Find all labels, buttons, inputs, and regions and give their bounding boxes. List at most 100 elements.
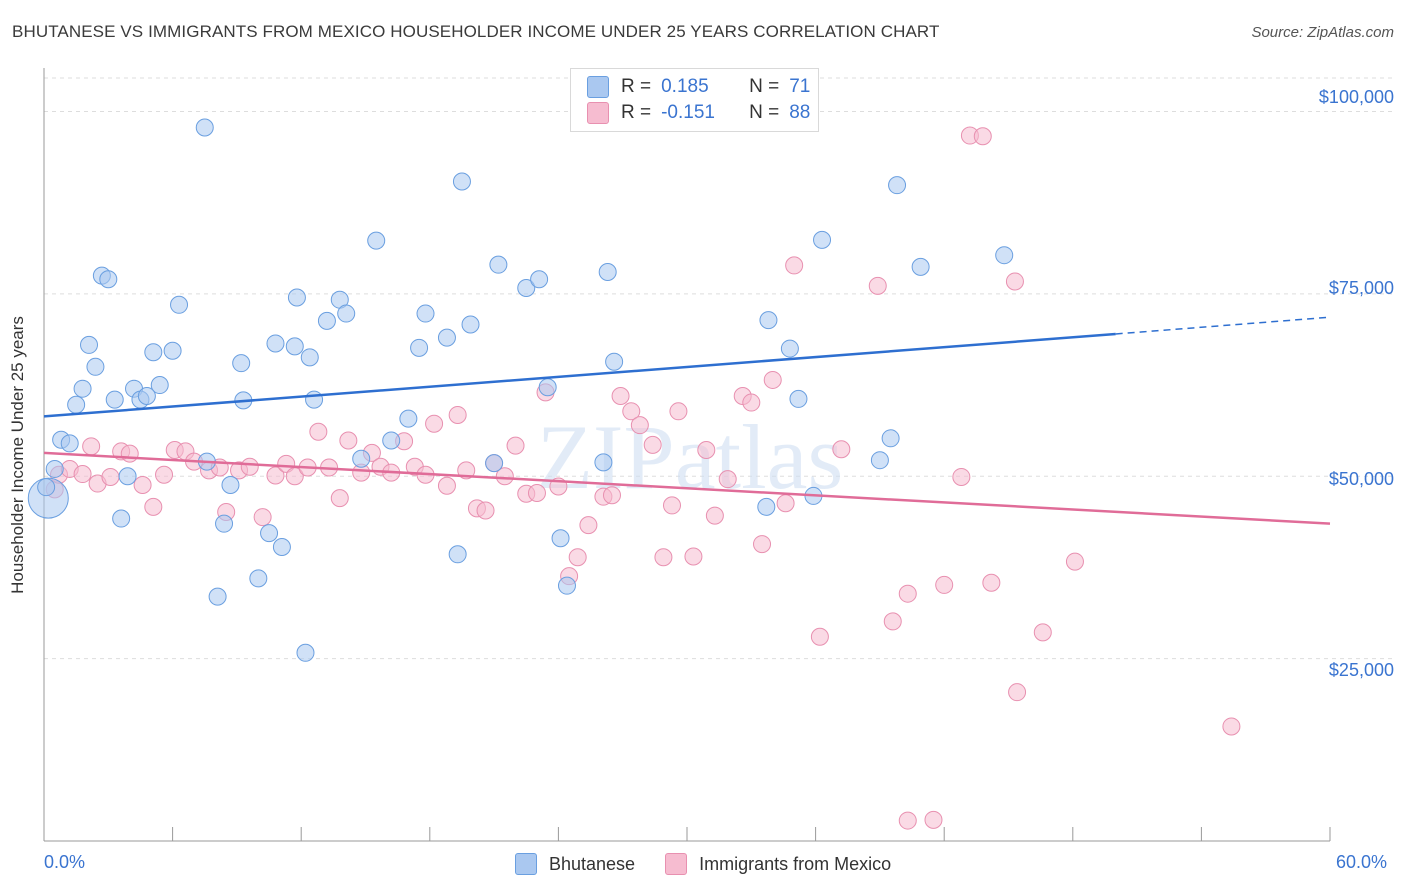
legend-row-mexico: R = -0.151 N = 88 <box>587 101 810 125</box>
data-point-bhutanese <box>881 429 900 448</box>
data-point-mexico <box>339 431 358 450</box>
data-point-bhutanese <box>163 341 182 360</box>
data-point-bhutanese <box>99 270 118 289</box>
chart-title: BHUTANESE VS IMMIGRANTS FROM MEXICO HOUS… <box>12 22 940 41</box>
data-point-mexico <box>630 416 649 435</box>
data-point-mexico <box>82 437 101 456</box>
data-point-bhutanese <box>517 279 536 298</box>
data-point-mexico <box>898 811 917 830</box>
data-point-mexico <box>144 497 163 516</box>
data-point-bhutanese <box>337 304 356 323</box>
data-point-bhutanese <box>437 328 456 347</box>
data-point-mexico <box>973 127 992 146</box>
data-point-bhutanese <box>300 348 319 367</box>
data-point-bhutanese <box>789 389 808 408</box>
data-point-mexico <box>643 435 662 454</box>
data-point-mexico <box>568 548 587 567</box>
chart-source: Source: ZipAtlas.com <box>1251 24 1394 41</box>
data-point-bhutanese <box>37 478 56 497</box>
data-point-mexico <box>622 402 641 421</box>
y-tick-label: $100,000 <box>1318 87 1394 107</box>
legend-n-value: 88 <box>789 102 811 123</box>
data-point-bhutanese <box>137 386 156 405</box>
data-point-bhutanese <box>60 434 79 453</box>
data-point-bhutanese <box>367 231 386 250</box>
data-point-mexico <box>1033 623 1052 642</box>
data-point-bhutanese <box>995 246 1014 265</box>
trend-line-bhutanese <box>43 332 1116 418</box>
data-point-bhutanese <box>485 454 504 473</box>
data-point-mexico <box>705 506 724 525</box>
legend-r-label: R = <box>621 102 652 123</box>
data-point-mexico <box>253 508 272 527</box>
data-point-bhutanese <box>73 379 92 398</box>
y-tick-label: $75,000 <box>1328 278 1394 298</box>
trend-line-mexico <box>43 451 1331 525</box>
data-point-mexico <box>718 470 737 489</box>
trend-line-bhutanese-extension <box>1115 316 1331 335</box>
data-point-mexico <box>785 256 804 275</box>
data-point-mexico <box>437 476 456 495</box>
data-point-mexico <box>669 402 688 421</box>
data-point-bhutanese <box>221 475 240 494</box>
data-point-bhutanese <box>80 335 99 354</box>
data-point-bhutanese <box>232 354 251 373</box>
data-point-bhutanese <box>382 431 401 450</box>
data-point-mexico <box>602 486 621 505</box>
watermark: ZIPatlas <box>537 406 844 508</box>
data-point-mexico <box>810 627 829 646</box>
axes <box>43 68 1331 842</box>
legend-swatch-pink <box>665 853 688 875</box>
data-point-mexico <box>506 436 525 455</box>
data-point-bhutanese <box>287 288 306 307</box>
data-point-bhutanese <box>538 378 557 397</box>
data-point-bhutanese <box>448 545 467 564</box>
data-point-mexico <box>579 516 598 535</box>
data-point-mexico <box>763 370 782 389</box>
data-point-bhutanese <box>911 257 930 276</box>
data-point-bhutanese <box>780 339 799 358</box>
data-point-bhutanese <box>557 576 576 595</box>
data-point-mexico <box>330 489 349 508</box>
data-point-bhutanese <box>105 390 124 409</box>
data-point-mexico <box>73 465 92 484</box>
trend-lines <box>43 316 1331 525</box>
data-point-bhutanese <box>150 376 169 395</box>
correlation-legend: R = 0.185 N = 71 R = -0.151 N = 88 <box>570 68 819 132</box>
legend-n-label: N = <box>749 76 780 97</box>
data-point-bhutanese <box>249 569 268 588</box>
data-point-bhutanese <box>757 497 776 516</box>
data-point-mexico <box>697 440 716 459</box>
data-point-mexico <box>120 444 139 463</box>
data-point-mexico <box>266 466 285 485</box>
data-point-bhutanese <box>86 357 105 376</box>
legend-swatch-blue <box>515 853 537 875</box>
data-point-mexico <box>924 810 943 829</box>
legend-item-mexico: Immigrants from Mexico <box>665 853 891 875</box>
data-point-bhutanese <box>352 449 371 468</box>
data-point-bhutanese <box>399 409 418 428</box>
legend-r-label: R = <box>621 76 652 97</box>
data-point-bhutanese <box>870 451 889 470</box>
data-point-bhutanese <box>272 538 291 557</box>
legend-item-bhutanese: Bhutanese <box>515 853 635 875</box>
data-point-bhutanese <box>813 230 832 249</box>
data-point-mexico <box>935 575 954 594</box>
data-point-mexico <box>898 584 917 603</box>
data-point-mexico <box>155 465 174 484</box>
data-point-mexico <box>684 547 703 566</box>
data-point-mexico <box>776 494 795 513</box>
data-point-mexico <box>101 467 120 486</box>
data-point-bhutanese <box>170 295 189 314</box>
y-tick-label: $50,000 <box>1328 469 1394 489</box>
series-legend: Bhutanese Immigrants from Mexico <box>515 853 921 875</box>
data-point-mexico <box>1222 717 1241 736</box>
data-point-mexico <box>240 457 259 476</box>
data-point-mexico <box>495 467 514 486</box>
x-tick-label-max: 60.0% <box>1336 852 1388 872</box>
data-point-mexico <box>742 393 761 412</box>
data-point-bhutanese <box>489 255 508 274</box>
legend-n-value: 71 <box>789 76 811 97</box>
legend-r-value: -0.151 <box>661 102 715 123</box>
data-point-bhutanese <box>317 311 336 330</box>
